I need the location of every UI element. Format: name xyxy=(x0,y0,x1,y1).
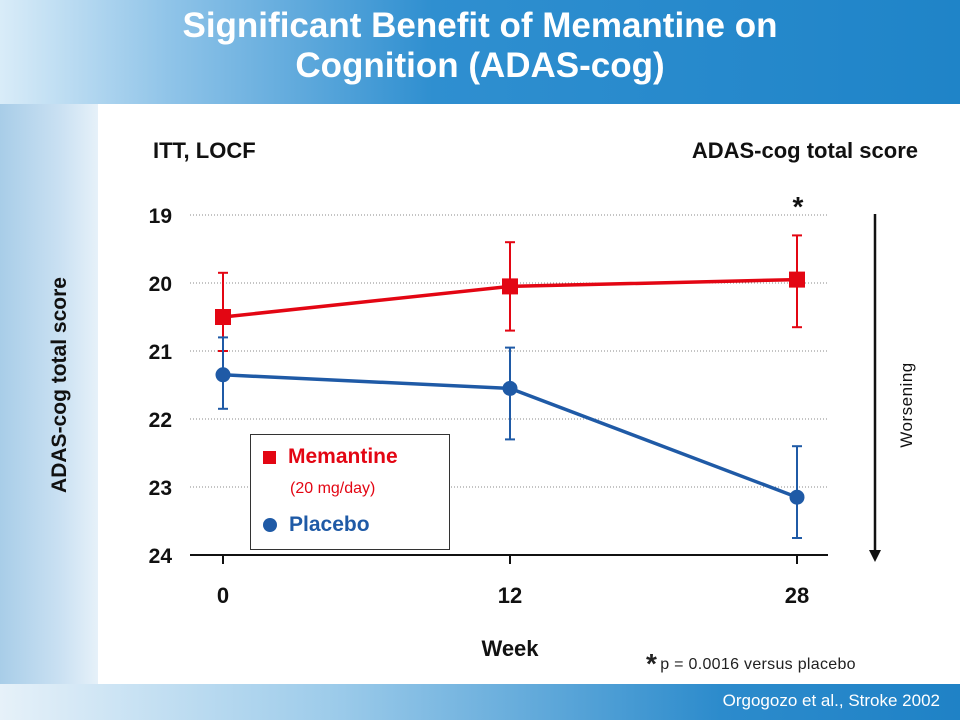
legend: Memantine (20 mg/day) Placebo xyxy=(250,434,450,550)
y-tick-label: 21 xyxy=(149,341,173,364)
y-tick-label: 19 xyxy=(149,205,172,228)
x-tick-label: 28 xyxy=(785,583,809,608)
x-tick-label: 0 xyxy=(217,583,229,608)
score-heading: ADAS-cog total score xyxy=(691,138,918,163)
data-point-square xyxy=(215,309,231,325)
title-line-1: Significant Benefit of Memantine on xyxy=(182,6,778,45)
x-tick-label: 12 xyxy=(498,583,522,608)
y-axis-label: ADAS-cog total score xyxy=(48,277,71,493)
data-point-square xyxy=(502,278,518,295)
placebo-marker-icon xyxy=(263,518,277,532)
data-point-circle xyxy=(215,367,231,383)
data-point-square xyxy=(789,271,805,288)
series-memantine xyxy=(215,234,805,352)
y-tick-label: 20 xyxy=(149,273,172,296)
worsening-label: Worsening xyxy=(897,362,916,447)
footer-band xyxy=(0,684,960,720)
footnote-star: * xyxy=(646,648,658,679)
legend-memantine-dose: (20 mg/day) xyxy=(290,480,376,497)
y-tick-label: 24 xyxy=(149,545,173,568)
left-decor-band xyxy=(0,104,98,684)
worsening-arrow: Worsening xyxy=(869,214,916,562)
series-placebo xyxy=(215,336,805,539)
significance-star: * xyxy=(793,191,804,222)
title-line-2: Cognition (ADAS-cog) xyxy=(295,46,665,85)
legend-item-memantine: Memantine xyxy=(263,445,398,469)
memantine-marker-icon xyxy=(263,450,276,464)
y-tick-label: 22 xyxy=(149,409,172,432)
footnote-text: p = 0.0016 versus placebo xyxy=(660,656,856,673)
data-point-circle xyxy=(502,380,518,396)
y-tick-label: 23 xyxy=(149,477,172,500)
citation: Orgogozo et al., Stroke 2002 xyxy=(722,691,940,710)
analysis-label: ITT, LOCF xyxy=(153,138,256,163)
header-band: Significant Benefit of Memantine on Cogn… xyxy=(0,0,960,104)
footnote: * p = 0.0016 versus placebo xyxy=(646,648,856,680)
x-axis-label: Week xyxy=(481,636,539,661)
legend-memantine-label: Memantine xyxy=(288,445,398,468)
data-point-circle xyxy=(789,489,805,505)
slide-title: Significant Benefit of Memantine on Cogn… xyxy=(60,6,900,86)
legend-item-placebo: Placebo xyxy=(263,513,370,537)
legend-placebo-label: Placebo xyxy=(289,513,370,536)
